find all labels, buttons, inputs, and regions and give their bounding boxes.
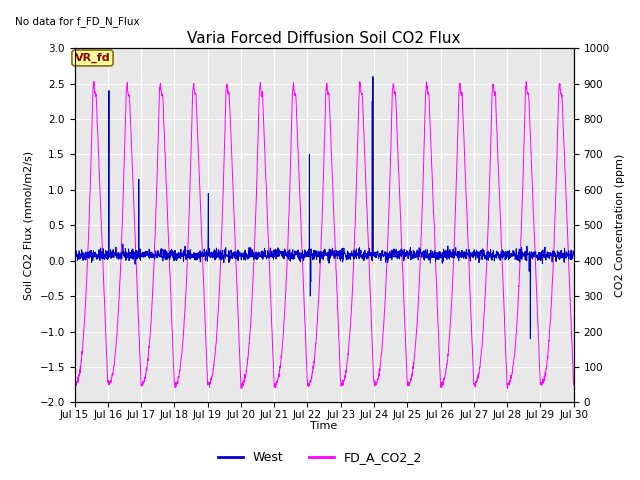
X-axis label: Time: Time — [310, 421, 338, 432]
Y-axis label: Soil CO2 Flux (mmol/m2/s): Soil CO2 Flux (mmol/m2/s) — [24, 151, 34, 300]
Title: Varia Forced Diffusion Soil CO2 Flux: Varia Forced Diffusion Soil CO2 Flux — [188, 31, 461, 46]
Y-axis label: CO2 Concentration (ppm): CO2 Concentration (ppm) — [615, 154, 625, 297]
Legend: West, FD_A_CO2_2: West, FD_A_CO2_2 — [213, 446, 427, 469]
Text: VR_fd: VR_fd — [75, 53, 110, 63]
Text: No data for f_FD_N_Flux: No data for f_FD_N_Flux — [15, 16, 140, 27]
